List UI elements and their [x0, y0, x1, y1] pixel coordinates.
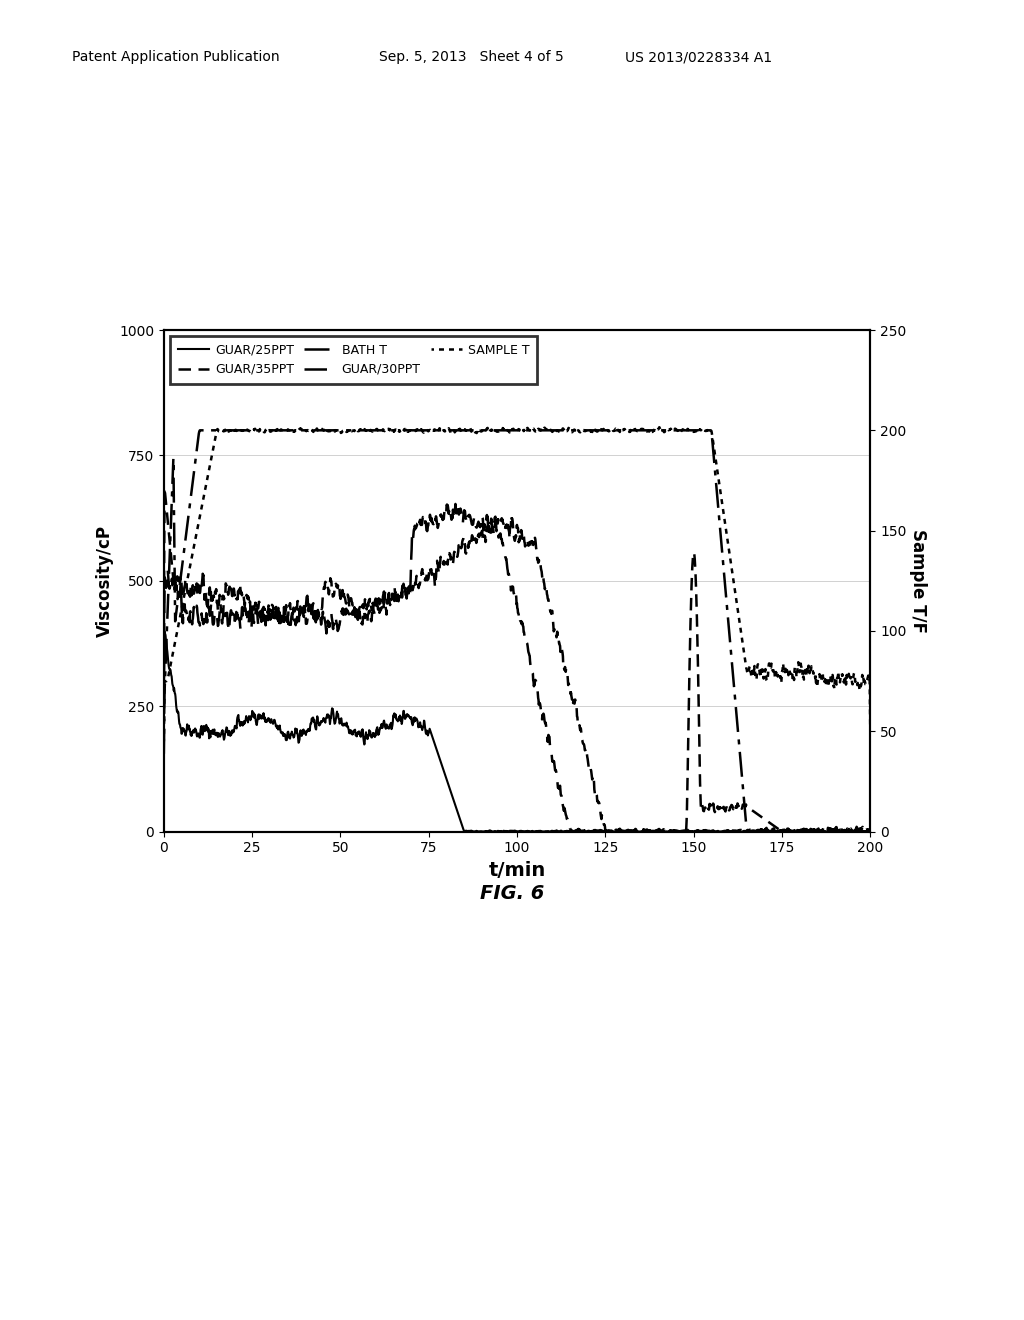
- X-axis label: t/min: t/min: [488, 861, 546, 880]
- Legend: GUAR/25PPT, GUAR/35PPT, BATH T, GUAR/30PPT, SAMPLE T: GUAR/25PPT, GUAR/35PPT, BATH T, GUAR/30P…: [170, 337, 538, 384]
- Y-axis label: Sample T/F: Sample T/F: [909, 529, 928, 632]
- Text: US 2013/0228334 A1: US 2013/0228334 A1: [625, 50, 772, 65]
- Text: Sep. 5, 2013   Sheet 4 of 5: Sep. 5, 2013 Sheet 4 of 5: [379, 50, 563, 65]
- Text: Patent Application Publication: Patent Application Publication: [72, 50, 280, 65]
- Y-axis label: Viscosity/cP: Viscosity/cP: [95, 525, 114, 636]
- Text: FIG. 6: FIG. 6: [480, 884, 544, 903]
